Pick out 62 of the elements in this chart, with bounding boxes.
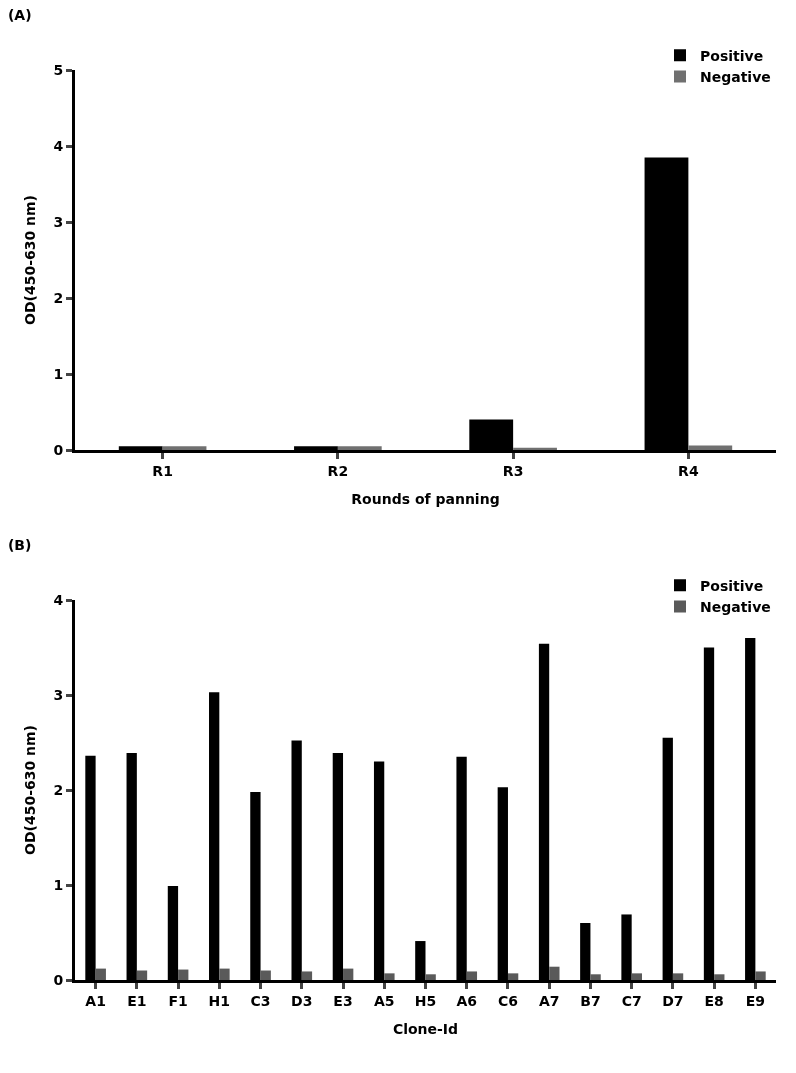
x-tick-label: R3: [502, 462, 524, 479]
bar: [631, 973, 642, 980]
bar: [590, 974, 601, 980]
x-axis-title: Rounds of panning: [351, 491, 500, 507]
chart-title: (A): [7, 7, 32, 24]
bar: [714, 974, 725, 980]
x-tick-label: D3: [291, 992, 313, 1009]
bar: [337, 446, 382, 450]
legend-label: Negative: [700, 598, 771, 615]
bar: [425, 974, 436, 980]
bar: [136, 970, 148, 980]
x-tick-label: E9: [745, 992, 766, 1009]
bar: [95, 968, 106, 980]
y-tick-label: 3: [53, 686, 64, 703]
x-tick-label: D7: [662, 992, 684, 1009]
bar: [178, 969, 189, 980]
bar: [384, 973, 395, 980]
bar: [549, 966, 560, 980]
legend-label: Positive: [700, 577, 764, 594]
y-axis-title: OD(450-630 nm): [22, 724, 38, 856]
x-tick-label: R2: [327, 462, 349, 479]
bar: [162, 446, 207, 450]
bar: [260, 970, 271, 980]
bar: [688, 445, 733, 450]
y-tick-label: 2: [53, 289, 64, 306]
chart-title: (B): [7, 537, 32, 554]
bar: [301, 971, 313, 980]
x-tick-label: A7: [538, 992, 560, 1009]
x-tick-label: A6: [456, 992, 478, 1009]
y-tick-label: 1: [53, 365, 64, 382]
y-tick-label: 5: [53, 61, 64, 78]
y-axis-title: OD(450-630 nm): [22, 194, 38, 326]
x-tick-label: R1: [152, 462, 173, 479]
y-tick-label: 0: [53, 971, 64, 988]
legend-label: Negative: [700, 68, 771, 85]
x-tick-label: E1: [127, 992, 147, 1009]
y-tick-label: 0: [53, 441, 64, 458]
x-tick-label: A1: [85, 992, 106, 1009]
bar: [755, 971, 766, 980]
x-tick-label: H5: [414, 992, 437, 1009]
x-tick-label: E8: [704, 992, 724, 1009]
bar: [507, 973, 519, 980]
x-tick-label: C6: [497, 992, 518, 1009]
bar: [219, 968, 230, 980]
y-tick-label: 3: [53, 213, 64, 230]
x-tick-label: B7: [580, 992, 601, 1009]
legend-label: Positive: [700, 47, 764, 64]
y-tick-label: 2: [53, 781, 64, 798]
x-tick-label: A5: [373, 992, 395, 1009]
bar: [672, 973, 684, 980]
y-tick-label: 4: [53, 137, 64, 154]
x-tick-label: E3: [333, 992, 353, 1009]
x-tick-label: C7: [621, 992, 642, 1009]
x-axis-title: Clone-Id: [392, 1021, 459, 1037]
x-tick-label: R4: [678, 462, 699, 479]
x-tick-label: C3: [250, 992, 271, 1009]
bar: [466, 971, 478, 980]
x-tick-label: H1: [208, 992, 231, 1009]
y-tick-label: 1: [53, 876, 64, 893]
bar: [343, 968, 354, 980]
y-tick-label: 4: [53, 591, 64, 608]
x-tick-label: F1: [168, 992, 188, 1009]
